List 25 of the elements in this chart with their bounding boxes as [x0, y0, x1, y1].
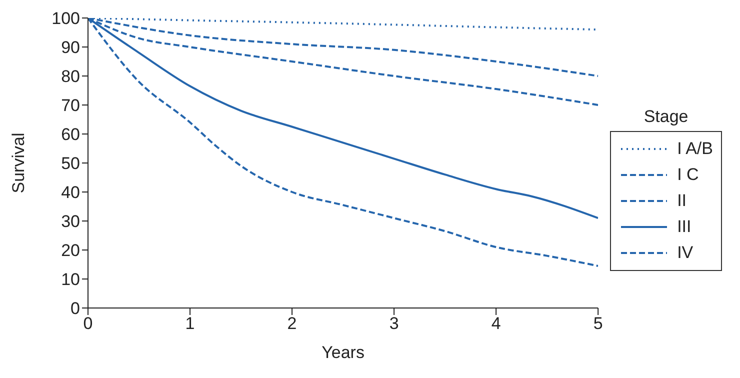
y-tick-label: 0: [70, 299, 80, 318]
y-tick-label: 10: [61, 270, 80, 290]
y-tick-label: 80: [61, 67, 80, 86]
legend-label: III: [677, 217, 692, 237]
legend-label: I C: [677, 165, 699, 185]
y-tick-label: 70: [61, 96, 80, 116]
y-tick-label: 100: [52, 9, 80, 28]
y-tick-label: 40: [61, 183, 80, 202]
x-tick-label: 0: [83, 314, 93, 334]
y-tick-label: 90: [61, 38, 80, 58]
x-tick-label: 2: [287, 314, 297, 334]
y-tick-label: 20: [61, 241, 80, 260]
y-axis-title: Survival: [9, 132, 28, 194]
x-tick-label: 5: [593, 314, 603, 334]
x-axis-title: Years: [322, 343, 364, 362]
x-tick-label: 4: [491, 314, 501, 334]
y-tick-label: 30: [61, 212, 80, 232]
legend-label: I A/B: [677, 139, 713, 159]
y-tick-label: 60: [61, 125, 80, 144]
legend-label: IV: [677, 243, 694, 263]
legend-label: II: [677, 191, 687, 211]
y-tick-label: 50: [61, 154, 80, 174]
x-tick-label: 3: [389, 314, 399, 334]
legend-title: Stage: [642, 107, 690, 127]
x-tick-label: 1: [185, 314, 195, 334]
